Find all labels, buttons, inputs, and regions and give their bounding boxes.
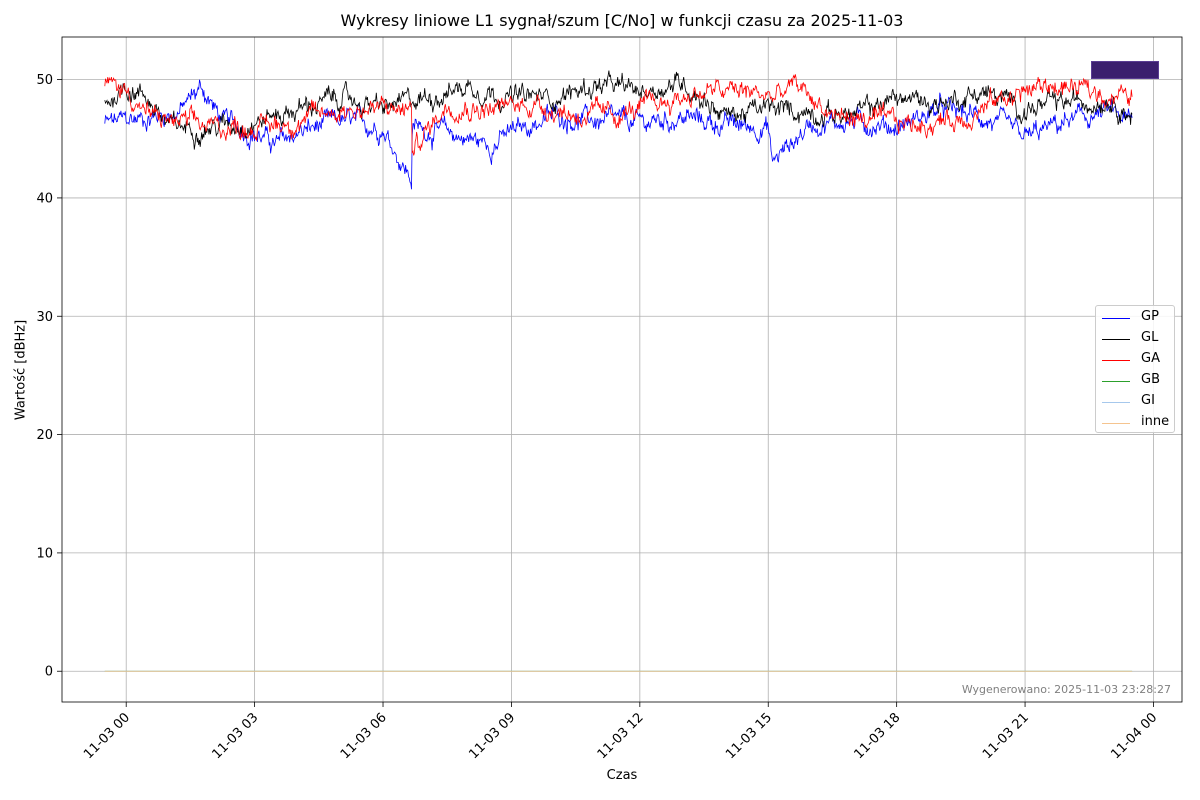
axes-frame: [61, 36, 1183, 703]
y-tick-label: 20: [36, 428, 53, 443]
legend-label: GA: [1141, 351, 1160, 366]
x-tick-label: 11-03 15: [723, 710, 775, 762]
legend-swatch: [1102, 423, 1130, 424]
legend-swatch: [1102, 381, 1130, 382]
y-tick-label: 50: [36, 73, 53, 88]
legend-label: inne: [1141, 414, 1170, 429]
legend-item-inne: inne: [1102, 413, 1174, 433]
x-tick-label: 11-03 06: [338, 710, 390, 762]
legend-swatch: [1102, 360, 1130, 361]
generated-timestamp: Wygenerowano: 2025-11-03 23:28:27: [961, 683, 1171, 696]
legend-item-gp: GP: [1102, 308, 1174, 328]
legend-label: GI: [1141, 393, 1155, 408]
x-tick-label: 11-03 12: [595, 710, 647, 762]
legend-swatch: [1102, 318, 1130, 319]
y-tick-label: 10: [36, 546, 53, 561]
logo-badge: [1091, 61, 1159, 79]
legend-label: GP: [1141, 309, 1159, 324]
x-axis-label: Czas: [606, 768, 638, 783]
legend: GP GL GA GB GI inne: [1095, 305, 1175, 433]
plot-area: [62, 37, 1182, 702]
legend-label: GB: [1141, 372, 1160, 387]
x-tick-label: 11-03 09: [466, 710, 518, 762]
y-tick-label: 30: [36, 310, 53, 325]
chart-title: Wykresy liniowe L1 sygnał/szum [C/No] w …: [340, 11, 904, 30]
x-tick-label: 11-03 18: [852, 710, 904, 762]
legend-item-ga: GA: [1102, 350, 1174, 370]
series-line-gl: [104, 70, 1133, 150]
y-tick-label: 40: [36, 191, 53, 206]
x-tick-label: 11-03 03: [210, 710, 262, 762]
x-tick-label: 11-04 00: [1108, 710, 1160, 762]
legend-swatch: [1102, 402, 1130, 403]
legend-item-gb: GB: [1102, 371, 1174, 391]
legend-swatch: [1102, 339, 1130, 340]
y-tick-label: 0: [45, 665, 53, 680]
y-axis-label: Wartość [dBHz]: [13, 319, 29, 421]
series-line-ga: [104, 74, 1133, 156]
x-tick-label: 11-03 00: [81, 710, 133, 762]
legend-item-gl: GL: [1102, 329, 1174, 349]
legend-item-gi: GI: [1102, 392, 1174, 412]
legend-label: GL: [1141, 330, 1159, 345]
x-tick-label: 11-03 21: [980, 710, 1032, 762]
